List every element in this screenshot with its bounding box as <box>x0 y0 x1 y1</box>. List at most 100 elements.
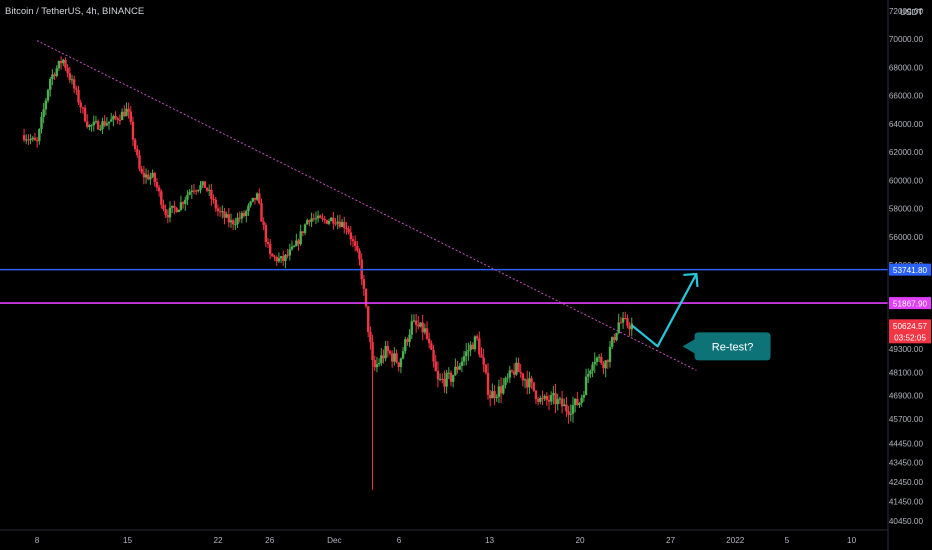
candle-body <box>539 397 542 402</box>
time-tick-label: 15 <box>123 536 133 545</box>
candle-body <box>530 378 533 383</box>
candle-body <box>38 128 41 142</box>
candle-body <box>336 221 339 224</box>
candle-body <box>353 241 357 246</box>
candle-body <box>332 217 335 224</box>
candle-body <box>428 338 431 344</box>
candle-body <box>223 211 226 218</box>
candle-body <box>306 220 309 225</box>
candle-body <box>92 121 95 126</box>
candle-body <box>142 172 146 178</box>
candle-body <box>170 205 174 208</box>
candle-body <box>107 121 111 124</box>
candle-body <box>66 67 69 74</box>
level-price-box <box>889 297 931 310</box>
candle-body <box>31 137 34 140</box>
candle-body <box>190 190 193 193</box>
time-tick-label: 5 <box>785 536 790 545</box>
level-price-label: 53741.80 <box>893 266 928 275</box>
candle-body <box>116 118 119 120</box>
candle-body <box>462 356 466 362</box>
candle-body <box>510 370 514 372</box>
candle-body <box>197 189 200 191</box>
candle-body <box>626 318 629 326</box>
last-price-label: 50624.57 <box>893 322 928 331</box>
candle-body <box>51 74 54 80</box>
price-tick-label: 49300.00 <box>889 345 924 354</box>
annotations-layer: Re-test? <box>631 272 771 361</box>
candle-body <box>140 168 143 173</box>
candle-body <box>390 353 394 362</box>
callout-box <box>682 332 771 361</box>
candle-body <box>602 363 605 369</box>
candle-body <box>377 363 381 365</box>
candle-body <box>532 382 535 391</box>
candle-body <box>571 405 575 414</box>
candle-body <box>593 361 596 365</box>
candle-body <box>57 60 61 69</box>
price-tick-label: 43450.00 <box>889 459 924 468</box>
candle-body <box>382 355 385 359</box>
candle-body <box>423 328 427 333</box>
candle-body <box>184 199 187 204</box>
candle-body <box>155 181 159 188</box>
candle-body <box>218 211 222 213</box>
candle-body <box>388 351 392 354</box>
candle-body <box>329 217 333 222</box>
candle-body <box>192 190 196 192</box>
candle-body <box>414 320 418 325</box>
candle-body <box>62 59 65 64</box>
candle-body <box>194 190 198 192</box>
chart-title: Bitcoin / TetherUS, 4h, BINANCE <box>5 6 145 17</box>
candle-body <box>75 88 78 90</box>
candle-body <box>591 364 594 371</box>
candle-body <box>362 279 366 289</box>
price-tick-label: 58000.00 <box>889 205 924 214</box>
candle-body <box>408 334 411 342</box>
price-tick-label: 44450.00 <box>889 439 924 448</box>
candle-body <box>541 397 544 399</box>
candle-body <box>297 240 300 245</box>
candle-body <box>397 362 400 368</box>
candle-body <box>210 189 213 199</box>
candle-body <box>181 202 185 204</box>
candle-body <box>619 322 623 324</box>
candle-body <box>136 149 139 156</box>
candle-body <box>27 139 30 141</box>
price-tick-label: 46900.00 <box>889 392 924 401</box>
candle-body <box>469 344 472 351</box>
candle-body <box>144 174 148 178</box>
candle-body <box>569 413 572 415</box>
price-axis[interactable]: 72000.00 70000.00 68000.00 66000.00 64000.00… <box>887 0 924 550</box>
candle-body <box>549 395 553 402</box>
candle-body <box>534 390 538 400</box>
candle-body <box>563 404 566 407</box>
time-tick-label: 10 <box>847 536 857 545</box>
candle-body <box>77 89 80 103</box>
candle-body <box>112 116 115 120</box>
candle-body <box>125 108 128 117</box>
candle-body <box>314 218 318 220</box>
candle-body <box>94 121 98 123</box>
candle-body <box>578 403 581 405</box>
candle-body <box>277 258 281 262</box>
candle-body <box>231 220 235 225</box>
candle-body <box>615 332 618 341</box>
candle-body <box>308 220 311 222</box>
candle-body <box>236 217 239 225</box>
candle-body <box>421 322 424 333</box>
candle-body <box>347 228 350 233</box>
candle-body <box>456 366 459 370</box>
candle-body <box>284 254 287 262</box>
candle-body <box>582 394 586 398</box>
candle-body <box>506 377 509 379</box>
candle-body <box>552 393 555 396</box>
candle-body <box>410 321 413 335</box>
time-axis[interactable]: 8 15 22 26 Dec 6 13 20 27 2022 5 10 <box>0 529 888 545</box>
candle-body <box>325 220 329 224</box>
candle-body <box>101 121 104 130</box>
candle-body <box>42 109 45 117</box>
candle-body <box>343 222 346 229</box>
candle-body <box>99 129 102 131</box>
